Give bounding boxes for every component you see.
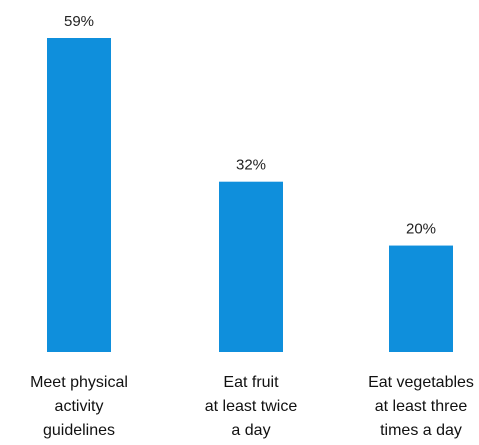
category-label-1-line-1: Meet physical (30, 374, 128, 391)
category-label-1-line-3: guidelines (43, 422, 115, 439)
category-label-1-line-2: activity (55, 398, 104, 415)
value-label-1: 59% (64, 13, 94, 30)
category-label-2-line-3: a day (231, 422, 270, 439)
category-label-2-line-2: at least twice (205, 398, 298, 415)
value-label-3: 20% (406, 221, 436, 238)
category-label-2-line-1: Eat fruit (223, 374, 279, 391)
bar-1 (47, 38, 111, 352)
bars-group (47, 38, 453, 352)
category-label-3-line-3: times a day (380, 422, 462, 439)
category-label-3-line-2: at least three (375, 398, 468, 415)
value-labels-group: 59% 32% 20% (64, 13, 436, 238)
bar-3 (389, 245, 453, 352)
category-labels-group: Meet physical activity guidelines Eat fruit… (30, 374, 474, 439)
value-label-2: 32% (236, 157, 266, 174)
bar-2 (219, 181, 283, 352)
category-label-3-line-1: Eat vegetables (368, 374, 474, 391)
